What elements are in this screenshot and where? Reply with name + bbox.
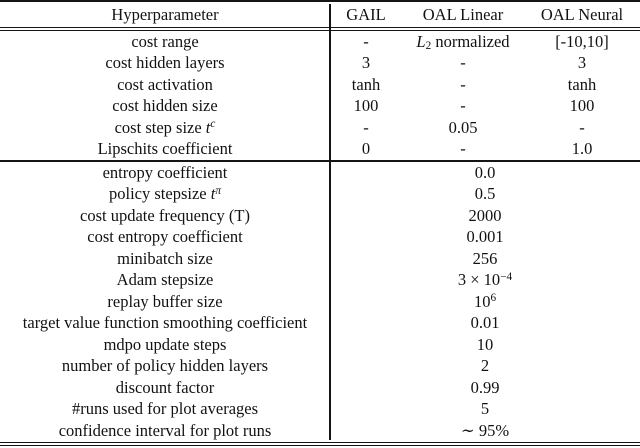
hyperparameter-name-cell: confidence interval for plot runs bbox=[58, 420, 272, 440]
shared-value-cell: 106 bbox=[473, 291, 497, 311]
hyperparameter-name-cell: Adam stepsize bbox=[116, 270, 214, 289]
table-row: discount factor 0.99 bbox=[0, 377, 640, 399]
gail-value-cell: - bbox=[363, 117, 369, 137]
hyperparameter-name-cell: number of policy hidden layers bbox=[61, 356, 269, 375]
section-cost-model-hyperparameters: cost range - L2 normalized [-10,10] cost hid… bbox=[0, 31, 640, 160]
hyperparameter-name-cell: cost step size tc bbox=[114, 117, 216, 137]
table-row: number of policy hidden layers 2 bbox=[0, 356, 640, 378]
oal-neural-value-cell: [-10,10] bbox=[555, 31, 609, 51]
hyperparameter-name-cell: cost hidden layers bbox=[105, 53, 225, 72]
oal-linear-value-cell: - bbox=[460, 96, 466, 115]
oal-neural-value-cell: tanh bbox=[567, 74, 597, 94]
table-row: #runs used for plot averages 5 bbox=[0, 399, 640, 421]
table-row: replay buffer size 106 bbox=[0, 291, 640, 313]
table-row: policy stepsize tπ 0.5 bbox=[0, 184, 640, 206]
table-row: cost activation tanh - tanh bbox=[0, 74, 640, 96]
shared-value-cell: 10 bbox=[476, 334, 494, 354]
table-row: Lipschits coefficient 0 - 1.0 bbox=[0, 139, 640, 161]
shared-value-cell: 0.001 bbox=[466, 227, 504, 246]
oal-linear-value-cell: - bbox=[460, 53, 466, 72]
hyperparameter-name-cell: cost entropy coefficient bbox=[87, 227, 243, 246]
hyperparameter-name-cell: replay buffer size bbox=[107, 291, 223, 311]
hyperparameter-name-cell: target value function smoothing coeffici… bbox=[22, 313, 308, 332]
shared-value-cell: 0.5 bbox=[474, 184, 496, 203]
table-row: cost hidden size 100 - 100 bbox=[0, 96, 640, 118]
gail-value-cell: - bbox=[363, 31, 369, 51]
shared-value-cell: 256 bbox=[472, 248, 498, 268]
table-row: mdpo update steps 10 bbox=[0, 334, 640, 356]
hyperparameter-name-cell: cost activation bbox=[117, 74, 213, 94]
oal-linear-value-cell: - bbox=[460, 139, 466, 158]
shared-value-cell: 0.01 bbox=[470, 313, 500, 332]
oal-neural-value-cell: 3 bbox=[577, 53, 587, 72]
gail-value-cell: 0 bbox=[361, 139, 371, 158]
table-row: cost update frequency (T) 2000 bbox=[0, 205, 640, 227]
gail-value-cell: 100 bbox=[353, 96, 379, 115]
hyperparameter-name-cell: cost range bbox=[131, 31, 199, 51]
table-row: target value function smoothing coeffici… bbox=[0, 313, 640, 335]
oal-neural-value-cell: - bbox=[579, 117, 585, 137]
column-divider-rule bbox=[329, 4, 331, 440]
oal-neural-value-cell: 100 bbox=[569, 96, 595, 115]
header-oal-neural: OAL Neural bbox=[540, 4, 624, 24]
section-shared-hyperparameters: entropy coefficient 0.0 policy stepsize tπ… bbox=[0, 160, 640, 442]
hyperparameter-name-cell: entropy coefficient bbox=[102, 162, 228, 182]
hyperparameter-name-cell: policy stepsize tπ bbox=[109, 184, 221, 203]
table-row: minibatch size 256 bbox=[0, 248, 640, 270]
header-gail: GAIL bbox=[346, 4, 386, 24]
hyperparameter-name-cell: #runs used for plot averages bbox=[71, 399, 259, 418]
oal-linear-value-cell: 0.05 bbox=[448, 117, 478, 137]
shared-value-cell: 2000 bbox=[468, 205, 502, 225]
gail-value-cell: 3 bbox=[361, 53, 371, 72]
table-header-row: Hyperparameter GAIL OAL Linear OAL Neura… bbox=[0, 2, 640, 31]
hyperparameter-name-cell: cost hidden size bbox=[112, 96, 218, 115]
shared-value-cell: 2 bbox=[480, 356, 490, 375]
hyperparameter-name-cell: discount factor bbox=[115, 377, 215, 397]
table-row: Adam stepsize 3 × 10−4 bbox=[0, 270, 640, 292]
table-row: cost entropy coefficient 0.001 bbox=[0, 227, 640, 249]
oal-neural-value-cell: 1.0 bbox=[571, 139, 593, 158]
table-row: confidence interval for plot runs ∼ 95% bbox=[0, 420, 640, 442]
hyperparameter-name-cell: minibatch size bbox=[117, 248, 213, 268]
oal-linear-value-cell: L2 normalized bbox=[416, 31, 510, 53]
oal-linear-value-cell: - bbox=[460, 74, 466, 94]
shared-value-cell: 5 bbox=[480, 399, 490, 418]
shared-value-cell: ∼ 95% bbox=[460, 420, 510, 440]
table-row: cost hidden layers 3 - 3 bbox=[0, 53, 640, 75]
gail-value-cell: tanh bbox=[351, 74, 381, 94]
table-row: cost range - L2 normalized [-10,10] bbox=[0, 31, 640, 53]
hyperparameter-name-cell: cost update frequency (T) bbox=[80, 205, 250, 225]
hyperparameter-name-cell: Lipschits coefficient bbox=[97, 139, 233, 158]
hyperparameter-name-cell: mdpo update steps bbox=[103, 334, 227, 354]
header-oal-linear: OAL Linear bbox=[422, 4, 504, 24]
shared-value-cell: 3 × 10−4 bbox=[457, 270, 513, 289]
table-row: entropy coefficient 0.0 bbox=[0, 162, 640, 184]
shared-value-cell: 0.0 bbox=[474, 162, 496, 182]
shared-value-cell: 0.99 bbox=[470, 377, 500, 397]
header-hyperparameter: Hyperparameter bbox=[111, 4, 219, 24]
table-row: cost step size tc - 0.05 - bbox=[0, 117, 640, 139]
